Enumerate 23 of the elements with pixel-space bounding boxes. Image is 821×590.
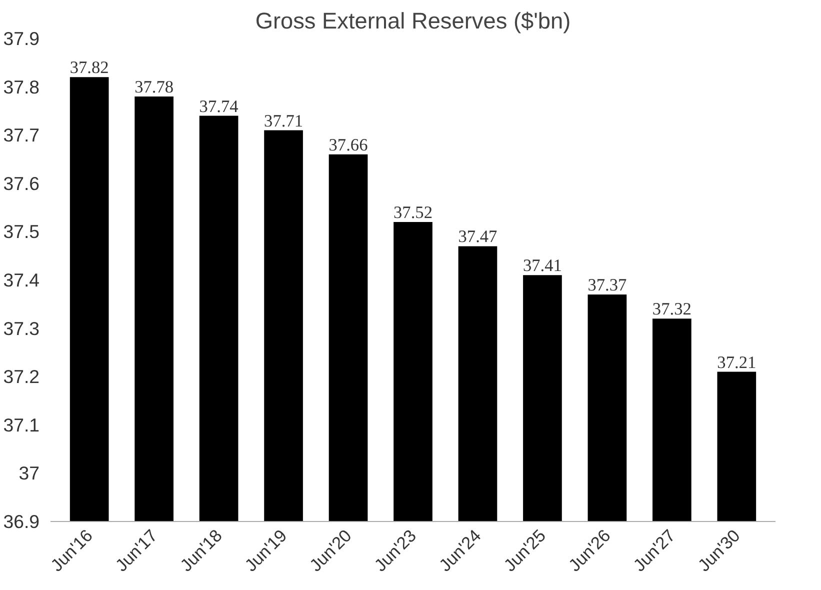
data-label: 37.32 [652,300,692,319]
y-tick-label: 37.4 [3,270,40,290]
y-tick-label: 36.9 [3,511,40,532]
y-tick-label: 37.1 [3,414,40,436]
data-label: 37.74 [199,96,239,116]
data-label: 37.47 [458,227,498,246]
y-tick-label: 37.7 [3,124,40,146]
data-label: 37.37 [588,275,628,294]
data-label: 37.66 [328,135,368,154]
y-tick-label: 37.3 [3,318,40,339]
data-label: 37.41 [522,256,562,276]
y-tick-label: 37.8 [3,76,40,98]
y-tick-label: 37.5 [3,221,40,242]
data-label: 37.52 [394,203,433,222]
data-label: 37.21 [717,352,756,372]
y-tick-label: 37.2 [3,366,40,388]
chart-title: Gross External Reserves ($'bn) [255,8,571,34]
y-tick-label: 37.6 [3,172,40,194]
data-label: 37.82 [70,58,109,78]
y-tick-label: 37 [18,462,40,484]
y-tick-label: 37.9 [3,28,40,49]
data-label: 37.71 [264,111,304,130]
data-label: 37.78 [134,77,174,96]
